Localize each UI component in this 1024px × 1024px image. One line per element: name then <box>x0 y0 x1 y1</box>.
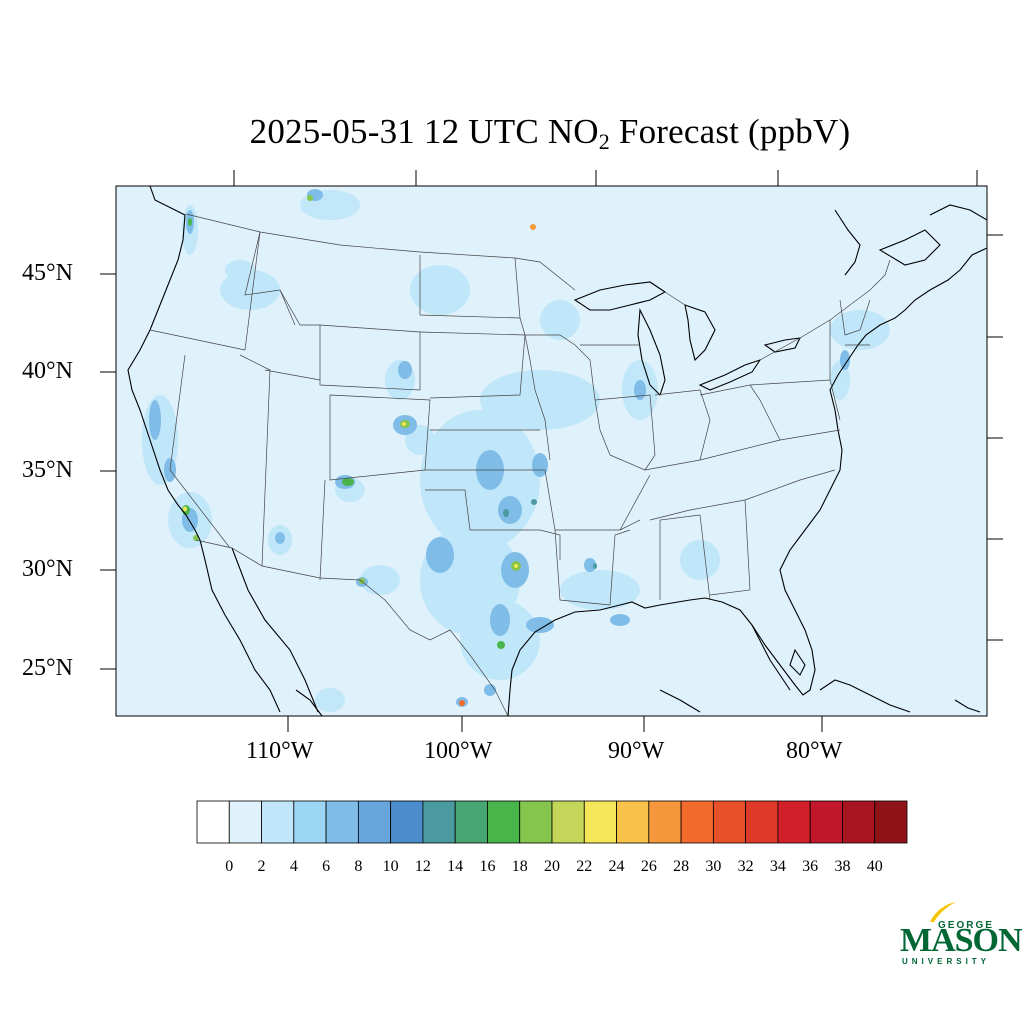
colorbar-swatch <box>454 800 488 844</box>
colorbar-tick-label: 0 <box>225 858 234 875</box>
colorbar-swatch <box>712 800 747 844</box>
colorbar-tick-label: 8 <box>354 858 363 875</box>
colorbar-swatch <box>325 800 359 844</box>
lon-label-90: 90°W <box>608 738 665 764</box>
colorbar-swatch <box>551 800 585 844</box>
colorbar-tick-label: 2 <box>257 858 266 875</box>
colorbar-tick-label: 28 <box>673 858 690 875</box>
logo-line-george: GEORGE <box>938 920 994 931</box>
colorbar-tick-label: 20 <box>544 858 560 875</box>
colorbar-swatch <box>196 800 230 844</box>
coastline <box>127 186 987 716</box>
colorbar-swatch <box>228 800 262 844</box>
lat-label-35: 35°N <box>22 457 73 483</box>
colorbar-swatch <box>680 800 714 844</box>
colorbar-swatch <box>487 800 521 844</box>
lat-label-45: 45°N <box>22 260 73 286</box>
colorbar-tick-label: 30 <box>705 858 722 875</box>
lon-label-100: 100°W <box>424 738 493 764</box>
colorbar-swatch <box>809 800 843 844</box>
colorbar-swatch <box>616 800 650 844</box>
lat-label-25: 25°N <box>22 655 73 681</box>
lat-label-30: 30°N <box>22 556 73 582</box>
map-frame <box>115 185 988 717</box>
colorbar-swatch <box>390 800 424 844</box>
colorbar-swatch <box>583 800 617 844</box>
colorbar-swatch <box>777 800 811 844</box>
colorbar-tick-label: 32 <box>737 858 754 875</box>
logo-swoosh-icon <box>930 902 956 922</box>
colorbar-tick-label: 12 <box>414 858 431 875</box>
logo-line-university: UNIVERSITY <box>902 957 991 966</box>
colorbar-tick-label: 18 <box>511 858 528 875</box>
colorbar-tick-label: 14 <box>447 858 464 875</box>
george-mason-logo: GEORGE MASON UNIVERSITY <box>898 900 1023 970</box>
colorbar-tick-label: 24 <box>608 858 625 875</box>
colorbar-swatch <box>842 800 876 844</box>
logo-line-mason: MASON <box>900 922 1023 959</box>
colorbar-swatch <box>519 800 553 844</box>
colorbar-tick-label: 22 <box>576 858 593 875</box>
colorbar-tick-label: 4 <box>289 858 298 875</box>
colorbar <box>196 800 908 844</box>
colorbar-swatch <box>357 800 392 844</box>
lat-label-40: 40°N <box>22 358 73 384</box>
no2-hotspots <box>182 195 597 706</box>
colorbar-tick-label: 26 <box>640 858 657 875</box>
colorbar-tick-label: 16 <box>479 858 496 875</box>
colorbar-swatch <box>422 800 456 844</box>
political-borders <box>149 213 891 716</box>
colorbar-swatch <box>293 800 327 844</box>
map-ticks <box>100 170 1003 732</box>
colorbar-swatch <box>745 800 779 844</box>
colorbar-tick-label: 40 <box>866 858 883 875</box>
colorbar-swatch <box>648 800 682 844</box>
lon-label-80: 80°W <box>786 738 843 764</box>
colorbar-tick-label: 10 <box>382 858 399 875</box>
lon-label-110: 110°W <box>246 738 314 764</box>
map-title: 2025-05-31 12 UTC NO2 Forecast (ppbV) <box>249 112 851 154</box>
colorbar-swatch <box>874 800 908 844</box>
colorbar-tick-label: 34 <box>769 858 786 875</box>
colorbar-tick-label: 6 <box>322 858 331 875</box>
colorbar-swatch <box>261 800 295 844</box>
colorbar-tick-label: 38 <box>834 858 851 875</box>
colorbar-tick-label: 36 <box>802 858 819 875</box>
